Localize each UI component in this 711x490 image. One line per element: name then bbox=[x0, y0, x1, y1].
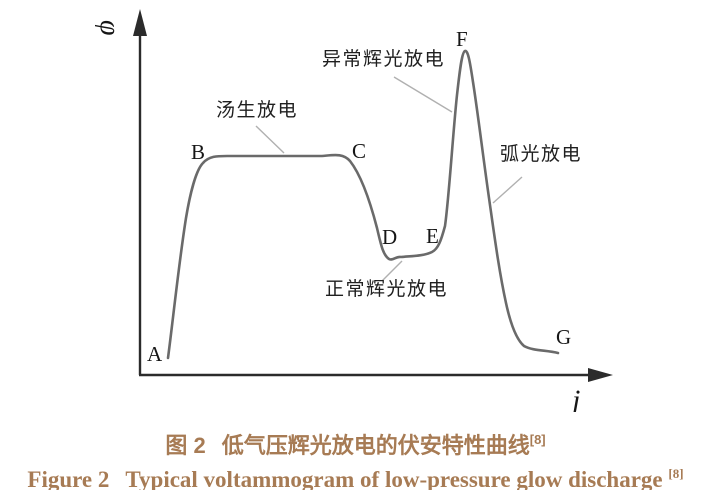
x-axis-arrowhead-icon bbox=[588, 368, 613, 382]
leader-line-townsend bbox=[255, 125, 285, 154]
figure-caption-zh: 图 2 低气压辉光放电的伏安特性曲线[8] bbox=[0, 426, 711, 459]
figure-caption-en-number: Figure 2 bbox=[27, 467, 110, 490]
annotation-abnormal-glow-discharge: 异常辉光放电 bbox=[322, 48, 445, 70]
point-label-c: C bbox=[352, 139, 366, 163]
figure-caption-zh-title: 低气压辉光放电的伏安特性曲线 bbox=[221, 433, 530, 458]
figure-caption-en-reference: [8] bbox=[668, 466, 684, 481]
y-axis-arrowhead-icon bbox=[133, 9, 147, 36]
figure-caption-en-title: Typical voltammogram of low-pressure glo… bbox=[125, 467, 663, 490]
point-label-b: B bbox=[191, 140, 205, 164]
x-axis-label-j: j bbox=[568, 384, 580, 412]
annotation-townsend-discharge: 汤生放电 bbox=[216, 99, 298, 121]
annotation-arc-discharge: 弧光放电 bbox=[500, 143, 582, 165]
figure-caption-zh-number: 图 2 bbox=[165, 433, 206, 458]
leader-line-arc bbox=[492, 176, 523, 204]
figure-caption-zh-reference: [8] bbox=[529, 432, 546, 447]
y-axis-label-phi: φ bbox=[94, 20, 125, 36]
figure-caption-en: Figure 2 Typical voltammogram of low-pres… bbox=[0, 459, 711, 490]
point-label-a: A bbox=[147, 342, 163, 366]
leader-line-abnormal-glow bbox=[393, 76, 453, 113]
point-label-f: F bbox=[456, 27, 468, 51]
point-label-d: D bbox=[382, 225, 397, 249]
leader-line-normal-glow bbox=[381, 260, 403, 282]
discharge-curve bbox=[166, 49, 560, 360]
annotation-normal-glow-discharge: 正常辉光放电 bbox=[325, 278, 448, 300]
point-label-e: E bbox=[426, 224, 439, 248]
point-label-g: G bbox=[556, 325, 571, 349]
voltammogram-plot: φ j A B C D E F G 汤生放电 异常辉光放电 正常辉光放电 弧光放… bbox=[94, 9, 613, 417]
